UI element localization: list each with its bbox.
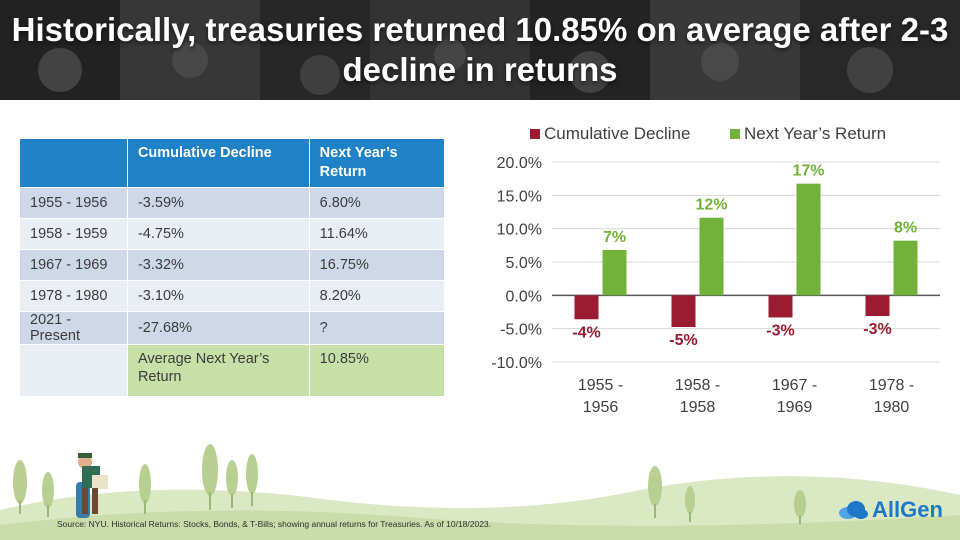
data-label: 12% (695, 197, 727, 214)
x-tick-label: 1956 (583, 399, 619, 416)
table-row: 1978 - 1980 -3.10% 8.20% (20, 280, 446, 312)
x-tick-label: 1967 - (772, 377, 817, 394)
returns-bar-chart: 20.0% 15.0% 10.0% 5.0% 0.0% -5.0% -10.0% Cumula… (491, 124, 940, 416)
bar-next-return (893, 240, 918, 296)
table-header-decline: Cumulative Decline (127, 139, 310, 188)
table-cell-decline: -27.68% (127, 311, 310, 345)
x-tick-label: 1978 - (869, 377, 914, 394)
data-label: 7% (603, 229, 626, 246)
table-header-row: Cumulative Decline Next Year’s Return (20, 139, 446, 188)
table-row: 1967 - 1969 -3.32% 16.75% (20, 249, 446, 281)
table-row: 1958 - 1959 -4.75% 11.64% (20, 218, 446, 250)
data-label: -3% (863, 321, 891, 338)
x-tick-label: 1955 - (578, 377, 623, 394)
table-cell-decline: -3.10% (127, 280, 310, 312)
y-tick-label: -5.0% (500, 322, 542, 339)
legend-label: Next Year’s Return (744, 124, 886, 143)
table-cell-decline: -4.75% (127, 218, 310, 250)
bar-next-return (699, 217, 724, 296)
x-tick-label: 1980 (874, 399, 910, 416)
data-label: -4% (572, 324, 600, 341)
table-cell-next: 6.80% (309, 187, 446, 219)
y-tick-label: 20.0% (497, 155, 542, 172)
data-label: 8% (894, 220, 917, 237)
y-tick-label: 15.0% (497, 188, 542, 205)
table-cell-period: 1978 - 1980 (20, 280, 128, 312)
table-cell-next: 11.64% (309, 218, 446, 250)
header-photo-collage (0, 0, 960, 100)
bar-next-return (796, 183, 821, 296)
legend-swatch (530, 129, 540, 139)
bar-next-return (602, 250, 627, 296)
average-value: 10.85% (309, 344, 446, 396)
table-header-next: Next Year’s Return (309, 139, 446, 188)
table-cell-next: ? (309, 311, 446, 345)
y-tick-label: 0.0% (506, 288, 542, 305)
y-tick-label: -10.0% (491, 355, 542, 372)
legend-label: Cumulative Decline (544, 124, 690, 143)
table-cell-period: 1967 - 1969 (20, 249, 128, 281)
x-tick-label: 1969 (777, 399, 813, 416)
bar-decline (865, 295, 890, 316)
logo-text: AllGen (872, 497, 943, 522)
table-row: 1955 - 1956 -3.59% 6.80% (20, 187, 446, 219)
table-cell-next: 8.20% (309, 280, 446, 312)
table-cell-next: 16.75% (309, 249, 446, 281)
y-tick-label: 10.0% (497, 222, 542, 239)
x-tick-label: 1958 - (675, 377, 720, 394)
allgen-logo: AllGen (838, 497, 943, 523)
legend-swatch (730, 129, 740, 139)
x-tick-label: 1958 (680, 399, 716, 416)
table-cell-period: 2021 - Present (20, 311, 128, 345)
bar-decline (768, 295, 793, 318)
data-label: -3% (766, 322, 794, 339)
returns-table: Cumulative Decline Next Year’s Return 19… (20, 139, 446, 396)
hiker-figure-icon (76, 453, 108, 518)
landscape-illustration (0, 444, 960, 540)
data-label: -5% (669, 332, 697, 349)
table-row: 2021 - Present -27.68% ? (20, 311, 446, 345)
cloud-icon (839, 501, 868, 519)
header-banner: Historically, treasuries returned 10.85%… (0, 0, 960, 100)
table-cell-blank (20, 344, 128, 396)
table-average-row: Average Next Year’s Return 10.85% (20, 344, 446, 396)
bar-decline (574, 295, 599, 320)
page-title: Historically, treasuries returned 10.85%… (11, 11, 949, 88)
y-tick-label: 5.0% (506, 255, 542, 272)
table-header-period (20, 139, 128, 188)
table-cell-period: 1958 - 1959 (20, 218, 128, 250)
table-cell-decline: -3.59% (127, 187, 310, 219)
bar-decline (671, 295, 696, 327)
average-label: Average Next Year’s Return (127, 344, 310, 396)
table-cell-decline: -3.32% (127, 249, 310, 281)
table-cell-period: 1955 - 1956 (20, 187, 128, 219)
data-label: 17% (792, 163, 824, 180)
source-note: Source: NYU. Historical Returns: Stocks,… (57, 519, 492, 529)
